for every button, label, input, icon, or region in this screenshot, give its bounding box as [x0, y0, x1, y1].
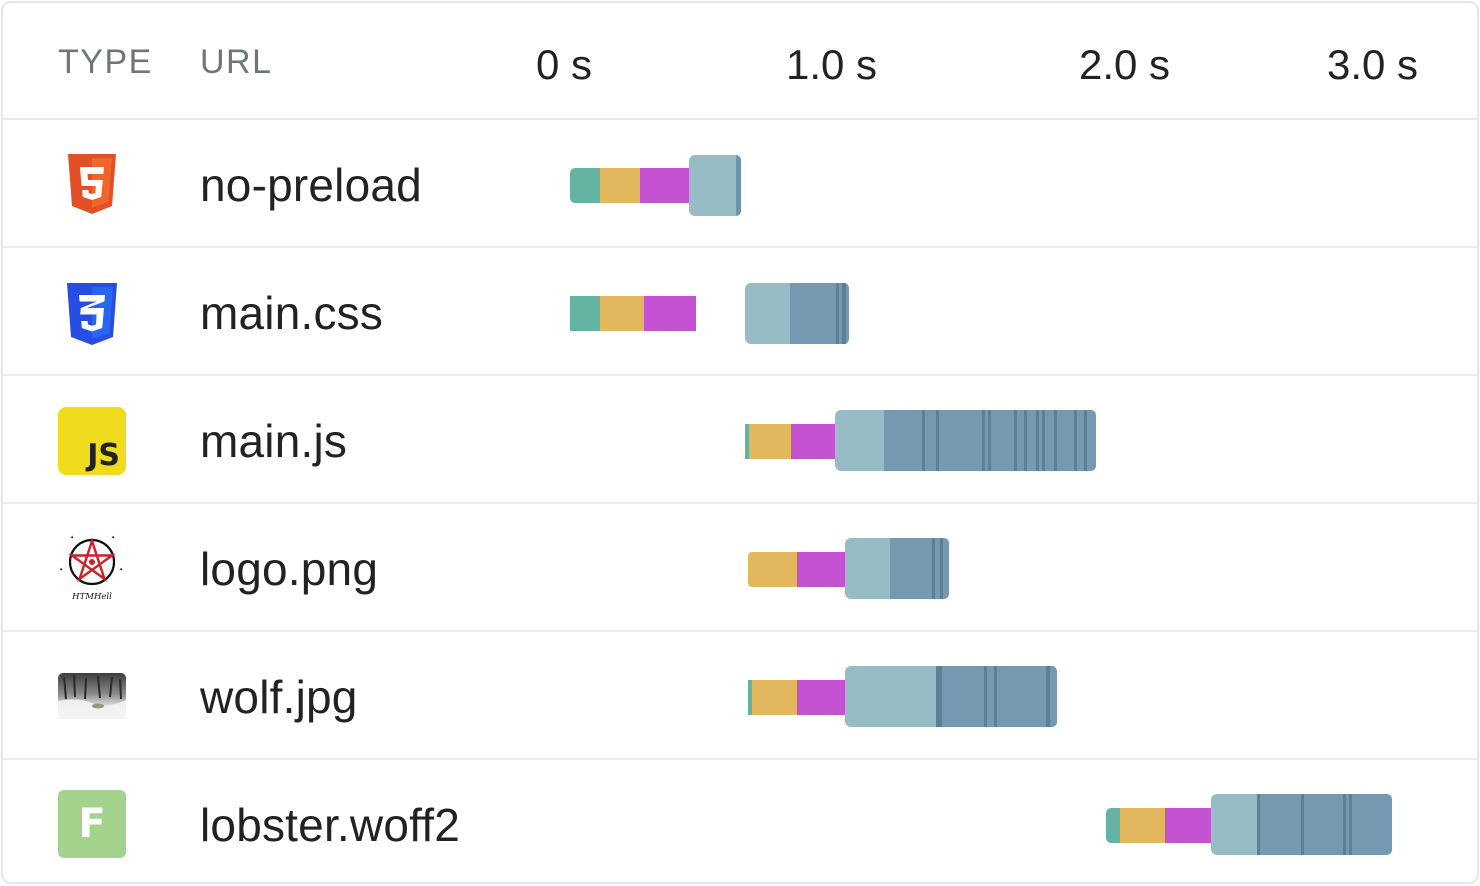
request-row[interactable]: JS main.js	[3, 376, 1477, 504]
connect-segment	[748, 552, 797, 587]
time-tick-1: 1.0 s	[786, 41, 878, 88]
download-segment	[790, 283, 849, 344]
download-segment	[884, 410, 1096, 471]
dns-segment	[570, 296, 600, 331]
request-url[interactable]: main.css	[200, 287, 384, 339]
dns-segment	[745, 424, 749, 459]
request-row[interactable]: F lobster.woff2	[3, 760, 1477, 882]
time-tick-0: 0 s	[536, 41, 593, 88]
svg-text:✦: ✦	[70, 535, 74, 541]
request-row[interactable]: HTMHell ✦ ✦ ✦ ✦ logo.png	[3, 504, 1477, 632]
dns-segment	[570, 168, 600, 203]
request-url[interactable]: main.js	[200, 415, 348, 467]
connect-segment	[1120, 808, 1165, 843]
svg-text:✦: ✦	[59, 567, 63, 573]
html5-icon	[57, 149, 127, 219]
download-segment	[936, 666, 1057, 727]
connect-segment	[600, 296, 644, 331]
connect-segment	[749, 424, 791, 459]
waiting-segment	[689, 155, 736, 216]
connect-segment	[752, 680, 797, 715]
waterfall-header: TYPE URL 0 s 1.0 s 2.0 s 3.0 s	[3, 3, 1477, 120]
ssl-segment	[791, 424, 835, 459]
time-tick-3: 3.0 s	[1327, 41, 1419, 88]
js-icon-text: JS	[87, 438, 120, 473]
logo-caption: HTMHell	[71, 592, 112, 602]
request-url[interactable]: lobster.woff2	[200, 799, 461, 851]
request-url[interactable]: logo.png	[200, 543, 379, 595]
ssl-segment	[640, 168, 689, 203]
svg-text:✦: ✦	[111, 535, 115, 541]
waiting-segment	[845, 538, 890, 599]
waiting-segment	[835, 410, 884, 471]
waiting-segment	[845, 666, 936, 727]
svg-text:✦: ✦	[119, 567, 123, 573]
pentagram-logo-icon: HTMHell ✦ ✦ ✦ ✦	[57, 533, 127, 603]
request-row[interactable]: wolf.jpg	[3, 632, 1477, 760]
request-row[interactable]: main.css	[3, 248, 1477, 376]
font-icon: F	[57, 789, 127, 859]
ssl-segment	[1165, 808, 1211, 843]
css3-icon	[57, 279, 127, 349]
download-segment	[736, 155, 741, 216]
dns-segment	[748, 680, 752, 715]
download-segment	[890, 538, 949, 599]
request-url[interactable]: wolf.jpg	[200, 671, 358, 723]
waiting-segment	[745, 283, 790, 344]
font-icon-text: F	[78, 801, 106, 847]
ssl-segment	[797, 680, 845, 715]
time-tick-2: 2.0 s	[1079, 41, 1171, 88]
download-segment	[1257, 794, 1392, 855]
request-row[interactable]: no-preload	[3, 120, 1477, 248]
js-icon: JS	[57, 406, 127, 476]
connect-segment	[600, 168, 640, 203]
ssl-segment	[644, 296, 696, 331]
image-thumbnail-icon	[57, 661, 127, 731]
request-url[interactable]: no-preload	[200, 159, 422, 211]
type-column-header[interactable]: TYPE	[58, 43, 153, 81]
ssl-segment	[797, 552, 845, 587]
dns-segment	[1106, 808, 1120, 843]
url-column-header[interactable]: URL	[200, 43, 273, 81]
waiting-segment	[1211, 794, 1257, 855]
